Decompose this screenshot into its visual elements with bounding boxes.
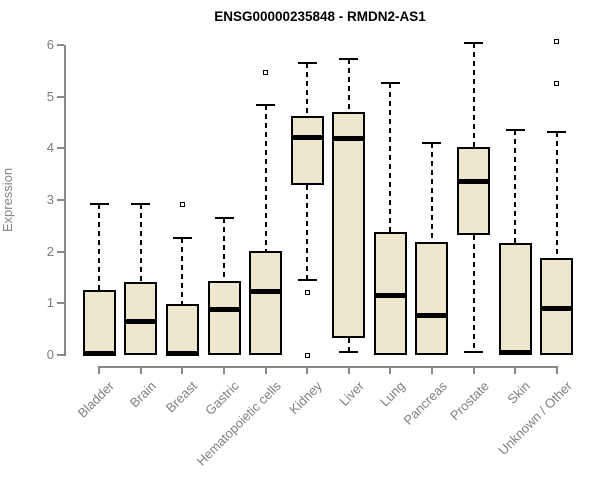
upper-whisker-cap-unknown-other bbox=[547, 130, 567, 133]
box-bladder bbox=[82, 289, 116, 355]
box-skin bbox=[498, 242, 532, 355]
x-tick bbox=[264, 368, 267, 374]
outlier-point-hematopoietic-cells bbox=[263, 70, 269, 76]
x-axis-line bbox=[98, 366, 558, 368]
upper-whisker-cap-prostate bbox=[464, 41, 484, 44]
y-tick-label: 3 bbox=[46, 192, 54, 207]
median-line-bladder bbox=[82, 350, 116, 356]
lower-whisker-liver bbox=[347, 338, 350, 353]
upper-whisker-cap-skin bbox=[505, 129, 525, 132]
upper-whisker-brain bbox=[139, 203, 142, 282]
box-liver bbox=[332, 112, 366, 339]
median-line-gastric bbox=[207, 307, 241, 313]
x-tick bbox=[223, 368, 226, 374]
upper-whisker-cap-breast bbox=[172, 236, 192, 239]
y-tick-label: 5 bbox=[46, 88, 54, 104]
upper-whisker-cap-lung bbox=[380, 81, 400, 84]
box-brain bbox=[124, 281, 158, 355]
box-hematopoietic-cells bbox=[249, 251, 283, 355]
lower-whisker-cap-kidney bbox=[297, 278, 317, 281]
box-gastric bbox=[207, 280, 241, 355]
y-tick bbox=[57, 95, 64, 98]
y-tick-label: 2 bbox=[46, 243, 54, 259]
y-tick bbox=[57, 44, 64, 46]
y-axis-line bbox=[64, 45, 66, 356]
median-line-lung bbox=[373, 292, 407, 298]
outlier-point-breast bbox=[179, 201, 185, 207]
lower-whisker-kidney bbox=[306, 185, 309, 280]
x-tick bbox=[306, 368, 309, 374]
upper-whisker-lung bbox=[389, 82, 392, 232]
median-line-prostate bbox=[457, 179, 491, 185]
outlier-point-unknown-other bbox=[554, 80, 560, 86]
box-prostate bbox=[457, 147, 491, 236]
upper-whisker-pancreas bbox=[430, 142, 433, 242]
y-axis-label: Expression bbox=[0, 167, 15, 233]
upper-whisker-cap-kidney bbox=[297, 62, 317, 65]
median-line-pancreas bbox=[415, 312, 449, 318]
box-breast bbox=[165, 304, 199, 355]
upper-whisker-cap-hematopoietic-cells bbox=[256, 103, 276, 106]
outlier-point-kidney bbox=[304, 289, 310, 295]
upper-whisker-unknown-other bbox=[555, 131, 558, 259]
upper-whisker-kidney bbox=[306, 63, 309, 117]
x-tick bbox=[347, 368, 350, 374]
y-tick-label: 1 bbox=[46, 295, 54, 311]
x-tick bbox=[555, 368, 558, 374]
upper-whisker-breast bbox=[181, 237, 184, 305]
y-tick bbox=[57, 250, 64, 253]
upper-whisker-prostate bbox=[472, 42, 475, 148]
y-tick-label: 4 bbox=[46, 140, 54, 156]
x-tick bbox=[430, 368, 433, 374]
y-tick bbox=[57, 147, 64, 150]
median-line-kidney bbox=[290, 134, 324, 140]
y-tick bbox=[57, 354, 64, 356]
median-line-liver bbox=[332, 136, 366, 142]
upper-whisker-cap-bladder bbox=[89, 202, 109, 205]
upper-whisker-hematopoietic-cells bbox=[264, 104, 267, 252]
box-pancreas bbox=[415, 241, 449, 355]
upper-whisker-skin bbox=[514, 130, 517, 243]
box-kidney bbox=[290, 116, 324, 185]
median-line-skin bbox=[498, 350, 532, 356]
y-tick bbox=[57, 302, 64, 305]
upper-whisker-cap-brain bbox=[131, 202, 151, 205]
outlier-point-kidney bbox=[304, 352, 310, 358]
y-tick-label: 6 bbox=[46, 37, 54, 52]
x-tick bbox=[139, 368, 142, 374]
upper-whisker-cap-pancreas bbox=[422, 141, 442, 144]
upper-whisker-gastric bbox=[223, 218, 226, 281]
median-line-hematopoietic-cells bbox=[249, 289, 283, 295]
y-tick-label: 0 bbox=[46, 347, 54, 362]
upper-whisker-cap-liver bbox=[339, 57, 359, 60]
lower-whisker-cap-prostate bbox=[464, 351, 484, 354]
upper-whisker-liver bbox=[347, 58, 350, 113]
x-tick bbox=[98, 368, 101, 374]
median-line-brain bbox=[124, 318, 158, 324]
lower-whisker-cap-liver bbox=[339, 351, 359, 354]
lower-whisker-prostate bbox=[472, 235, 475, 353]
chart-title: ENSG00000235848 - RMDN2-AS1 bbox=[214, 9, 426, 24]
x-tick bbox=[389, 368, 392, 374]
y-tick bbox=[57, 199, 64, 201]
x-tick bbox=[514, 368, 517, 374]
upper-whisker-bladder bbox=[98, 203, 101, 290]
median-line-unknown-other bbox=[540, 306, 574, 311]
median-line-breast bbox=[165, 350, 199, 356]
upper-whisker-cap-gastric bbox=[214, 217, 234, 220]
x-tick bbox=[472, 368, 475, 374]
x-tick bbox=[181, 368, 184, 374]
outlier-point-unknown-other bbox=[554, 39, 560, 45]
